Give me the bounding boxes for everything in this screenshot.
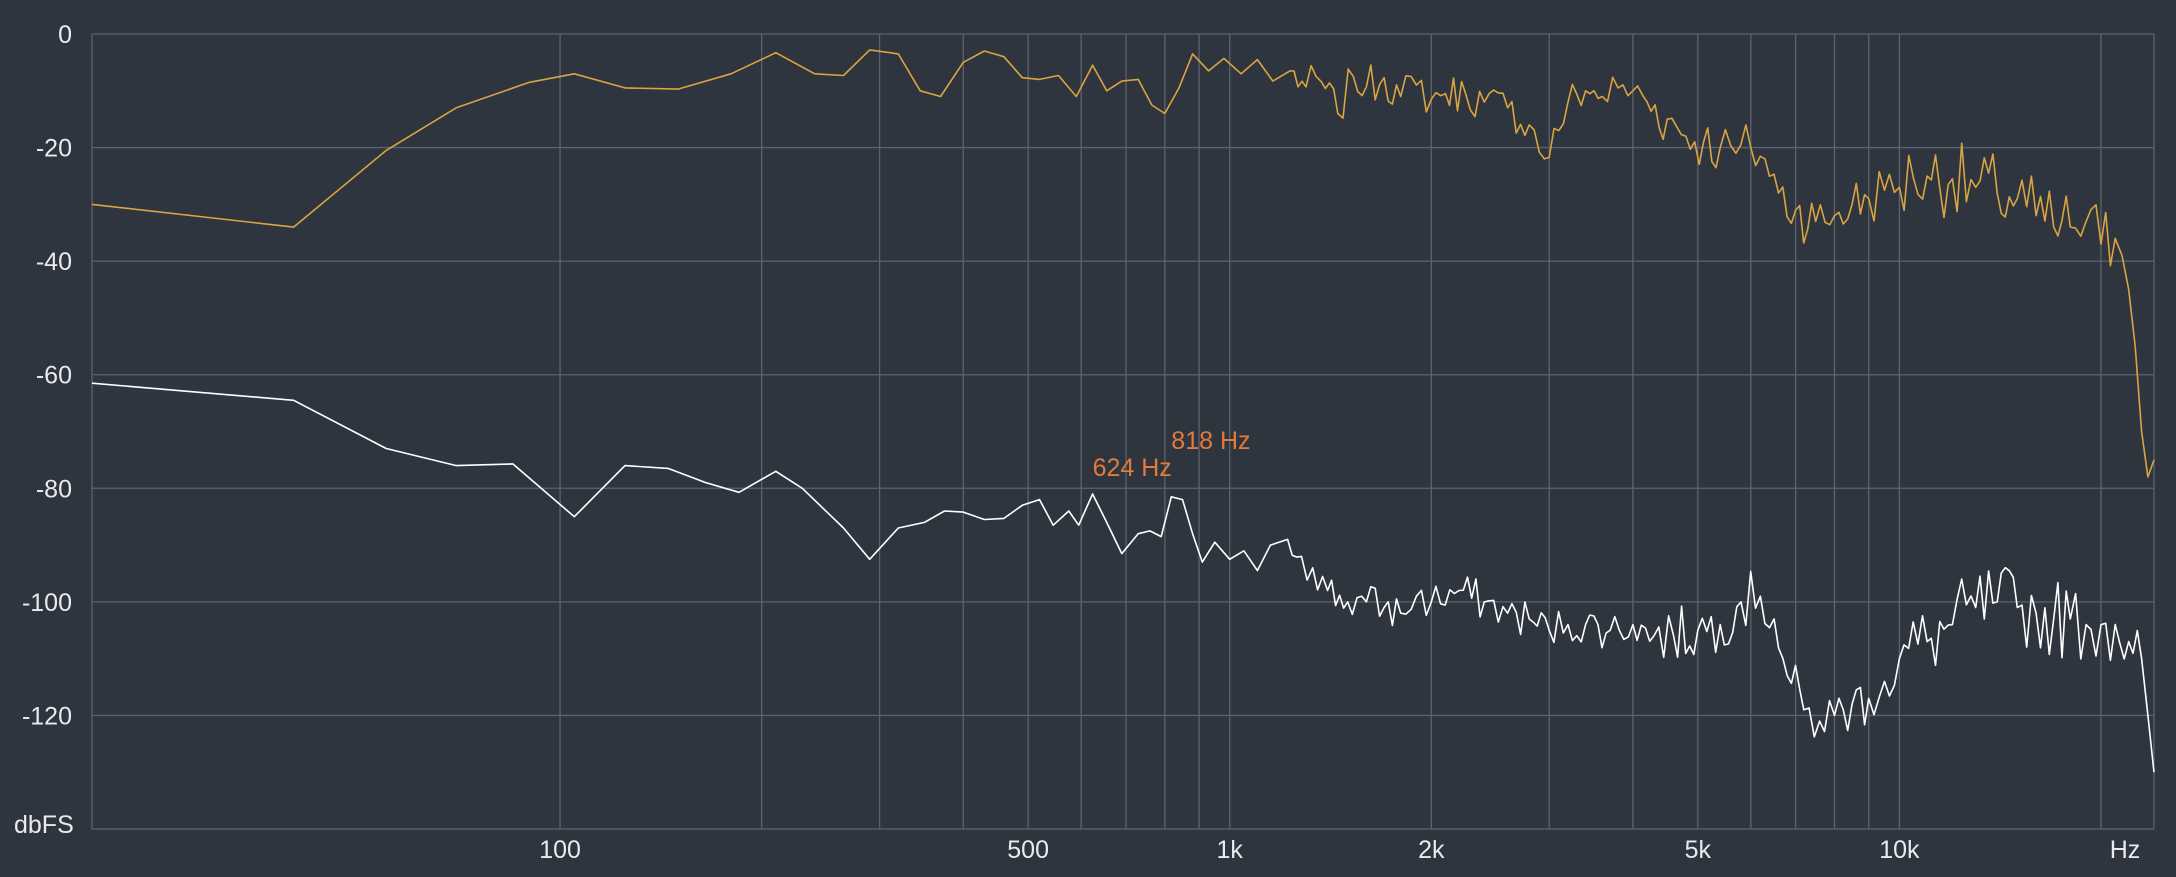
- x-tick-label: 500: [1007, 836, 1049, 864]
- y-tick-label: -40: [36, 248, 72, 276]
- peak-label: 818 Hz: [1171, 427, 1250, 455]
- x-tick-label: 10k: [1879, 836, 1920, 864]
- y-tick-label: -80: [36, 475, 72, 503]
- peak-label: 624 Hz: [1093, 454, 1172, 482]
- series-line-lower: [91, 382, 2155, 773]
- x-unit-label: Hz: [2110, 836, 2141, 864]
- y-tick-label: -120: [22, 702, 72, 730]
- series-group: [91, 49, 2155, 773]
- x-tick-label: 5k: [1685, 836, 1712, 864]
- axes: dbFS Hz 0 -20 -40 -60 -80 -100 -120 100 500 1k 2k 5…: [14, 21, 2140, 864]
- y-unit-label: dbFS: [14, 811, 74, 839]
- x-tick-label: 2k: [1418, 836, 1445, 864]
- x-tick-label: 100: [539, 836, 581, 864]
- y-tick-label: -20: [36, 135, 72, 163]
- y-tick-label: -100: [22, 589, 72, 617]
- y-tick-label: -60: [36, 362, 72, 390]
- series-line-upper: [91, 49, 2155, 478]
- grid: [91, 33, 2155, 830]
- y-tick-label: 0: [58, 21, 72, 49]
- x-tick-label: 1k: [1217, 836, 1244, 864]
